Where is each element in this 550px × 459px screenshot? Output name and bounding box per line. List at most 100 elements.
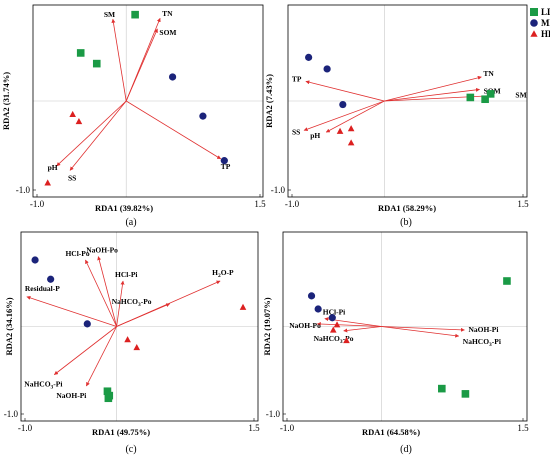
y-tick-label-bottom: -1.0 — [16, 185, 31, 195]
x-tick-label-left: -1.0 — [18, 423, 33, 433]
vector-arrow — [125, 28, 158, 102]
vector-arrow — [303, 100, 385, 132]
plot-frame — [20, 231, 259, 422]
legend-label: LD — [541, 7, 550, 17]
point-ld — [461, 390, 470, 398]
vector-label: NaOH-Po — [86, 246, 118, 255]
vector-arrow — [384, 87, 480, 102]
legend: LDMDHD — [530, 7, 550, 39]
vector-arrow — [325, 100, 385, 133]
y-axis-label: RDA2 (7.43%) — [264, 74, 274, 128]
vector-label: SOM — [159, 28, 176, 37]
point-ld — [92, 59, 101, 68]
vector-label: NaHCO3-Po — [314, 334, 354, 345]
vector-label: SS — [68, 173, 76, 182]
vector-label: TP — [292, 74, 302, 83]
point-hd — [347, 125, 355, 132]
point-md — [323, 65, 331, 73]
legend-marker-hd — [530, 30, 538, 37]
plot-frame — [282, 231, 528, 422]
x-tick-label-left: -1.0 — [285, 199, 300, 209]
rda-panel-d: -1.0 1.5 -1.0 RDA1 (64.58%) RDA2 (19.07%) (d)… — [262, 231, 529, 455]
point-ld — [104, 394, 113, 403]
vector-arrow — [316, 322, 382, 327]
point-ld — [76, 49, 85, 57]
y-axis-label: RDA2 (31.74%) — [1, 72, 11, 130]
point-hd — [333, 321, 341, 328]
point-md — [328, 314, 336, 322]
point-md — [83, 320, 91, 328]
vector-label: SM — [104, 10, 115, 19]
y-tick-label-bottom: -1.0 — [271, 185, 286, 195]
x-axis-label: RDA1 (39.82%) — [95, 203, 153, 213]
vector-label: NaOH-Pi — [56, 391, 86, 400]
point-hd — [75, 117, 83, 125]
point-ld — [103, 387, 112, 396]
vector-label: SM — [515, 91, 526, 100]
y-tick-label-bottom: -1.0 — [4, 409, 19, 419]
panel-label: (d) — [400, 444, 412, 455]
point-ld — [466, 93, 475, 102]
vector-arrow — [116, 303, 171, 327]
point-ld — [438, 384, 446, 393]
point-md — [47, 275, 55, 283]
point-md — [199, 112, 207, 120]
plot-frame — [32, 4, 264, 198]
vector-label: H2O-P — [212, 268, 234, 279]
vector-arrow — [111, 18, 127, 102]
vector-arrow — [26, 295, 117, 327]
vector-arrow — [305, 80, 385, 102]
point-ld — [503, 277, 511, 285]
vector-arrow — [56, 100, 127, 167]
vector-arrow — [384, 75, 482, 102]
vector-arrow — [53, 326, 117, 375]
point-hd — [347, 139, 355, 146]
x-tick-label-right: 1.5 — [248, 423, 260, 433]
legend-marker-md — [530, 19, 538, 27]
vector-label: HCl-Pi — [115, 270, 137, 279]
point-ld — [486, 90, 495, 98]
vector-arrow — [381, 326, 460, 338]
y-tick-label-bottom: -1.0 — [266, 409, 281, 419]
x-axis-label: RDA1 (64.58%) — [362, 427, 420, 437]
vector-arrow — [343, 326, 382, 333]
y-axis-label: RDA2 (19.07%) — [262, 297, 272, 355]
point-md — [314, 305, 322, 313]
point-hd — [239, 303, 247, 310]
vector-label: NaHCO3-Pi — [463, 337, 501, 348]
point-hd — [329, 326, 337, 333]
point-hd — [336, 127, 344, 134]
x-tick-label-right: 1.5 — [254, 199, 266, 209]
panel-label: (c) — [125, 444, 136, 455]
x-tick-label-right: 1.5 — [517, 423, 529, 433]
vector-label: NaOH-Pi — [468, 325, 498, 334]
point-md — [168, 73, 177, 81]
point-md — [305, 53, 313, 61]
plot-frame — [287, 4, 528, 198]
rda-panel-c: -1.0 1.5 -1.0 RDA1 (49.75%) RDA2 (34.16%) (c)… — [4, 231, 260, 455]
legend-marker-ld — [530, 8, 538, 16]
vector-label: SS — [292, 127, 300, 136]
x-axis-label: RDA1 (49.75%) — [92, 427, 150, 437]
vector-label: HCl-Po — [65, 249, 89, 258]
rda-panel-a: -1.0 1.5 -1.0 RDA1 (39.82%) RDA2 (31.74%) (a)… — [1, 4, 266, 228]
point-hd — [133, 344, 141, 351]
panel-label: (b) — [400, 217, 412, 228]
point-hd — [343, 337, 350, 344]
vector-arrow — [97, 256, 117, 327]
vector-arrow — [381, 326, 465, 332]
vector-arrow — [116, 280, 125, 327]
legend-label: MD — [541, 18, 550, 28]
x-tick-label-right: 1.5 — [517, 199, 529, 209]
point-md — [339, 100, 347, 109]
vector-label: TN — [483, 69, 494, 78]
legend-label: HD — [541, 29, 550, 39]
y-axis-label: RDA2 (34.16%) — [4, 297, 14, 355]
point-md — [307, 292, 316, 300]
vector-label: NaHCO3-Pi — [24, 380, 62, 391]
vector-label: TN — [162, 9, 173, 18]
vector-arrow — [85, 259, 117, 327]
vector-label: NaHCO3-Po — [112, 297, 152, 308]
rda-panel-b: -1.0 1.5 -1.0 RDA1 (58.29%) RDA2 (7.43%) (b) T… — [264, 4, 529, 228]
